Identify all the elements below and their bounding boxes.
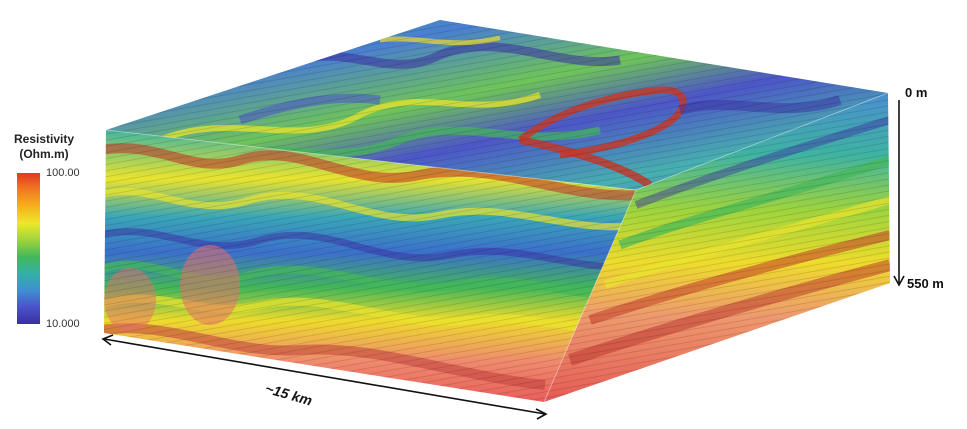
legend-title-line1: Resistivity [13,132,75,146]
legend-title: Resistivity (Ohm.m) [4,132,84,162]
depth-arrow [893,100,905,287]
legend-min-label: 10.000 [46,318,80,330]
distance-arrow [101,334,548,420]
legend-max-label: 100.00 [46,167,80,179]
legend-title-line2: (Ohm.m) [19,147,69,161]
block-edges [105,92,889,403]
resistivity-color-scale [17,173,40,324]
depth-top-label: 0 m [905,85,928,100]
depth-bottom-label: 550 m [907,276,944,291]
